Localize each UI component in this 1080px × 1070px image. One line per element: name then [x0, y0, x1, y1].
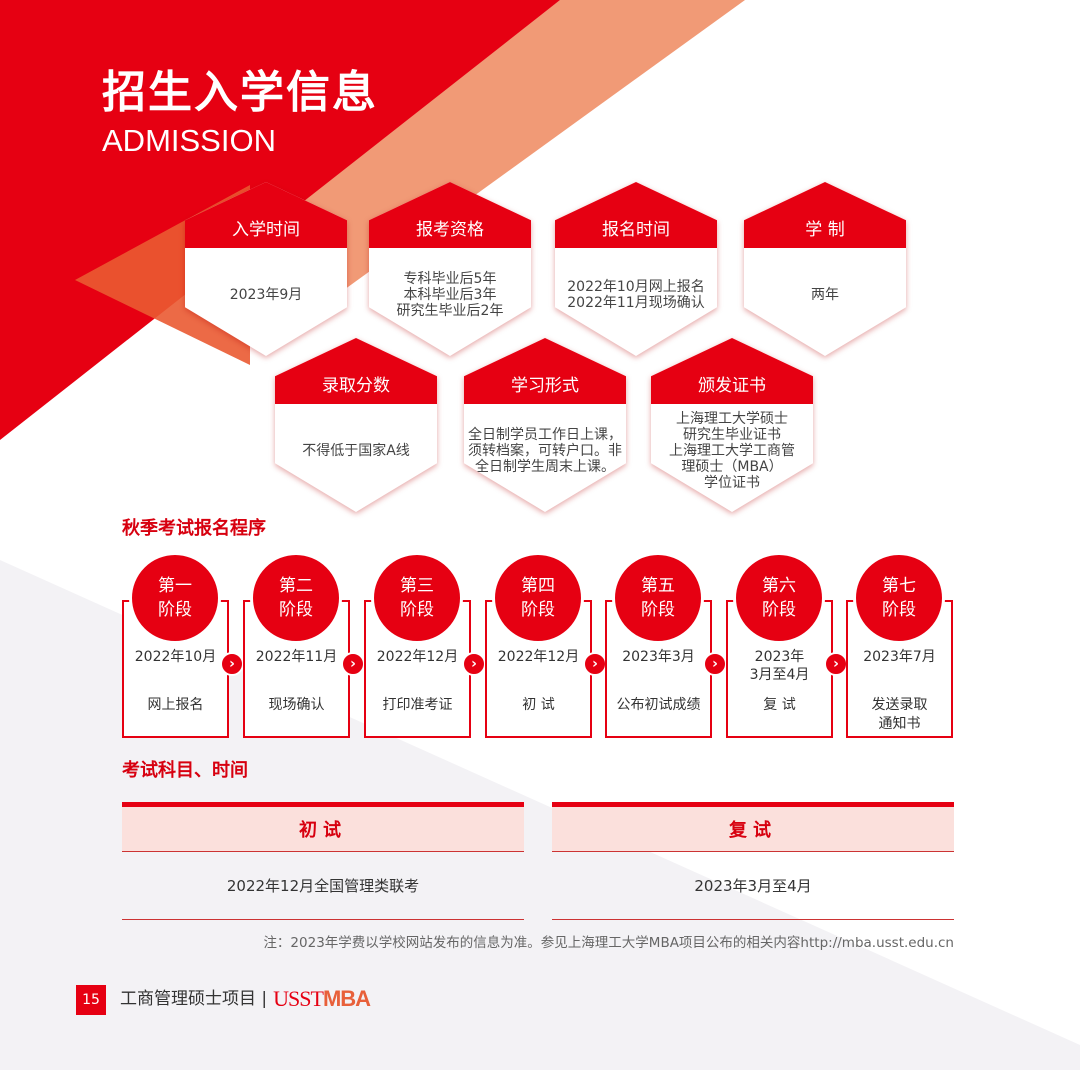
- page-subtitle: ADMISSION: [102, 123, 276, 158]
- chevron-right-icon: ›: [341, 652, 365, 676]
- info-card-body: 2023年9月: [229, 286, 303, 303]
- step-desc: 打印准考证: [382, 697, 453, 713]
- step-date: 2022年10月: [134, 649, 217, 665]
- step-stage-badge: 第七 阶段: [853, 552, 945, 644]
- step-date: 2023年3月: [622, 649, 695, 665]
- page-number: 15: [76, 985, 106, 1015]
- step-stage-badge: 第六 阶段: [733, 552, 825, 644]
- info-card-title: 报考资格: [369, 182, 531, 249]
- info-card-body: 不得低于国家A线: [302, 442, 410, 459]
- step-desc: 公布初试成绩: [616, 697, 701, 713]
- info-card-body: 专科毕业后5年 本科毕业后3年 研究生毕业后2年: [396, 270, 504, 319]
- step-stage-badge: 第四 阶段: [492, 552, 584, 644]
- info-card: 录取分数不得低于国家A线: [275, 338, 437, 512]
- step-date: 2023年 3月至4月: [749, 649, 810, 683]
- program-name: 工商管理硕士项目 |: [120, 989, 268, 1009]
- step-desc: 网上报名: [147, 697, 204, 713]
- step-date: 2022年12月: [497, 649, 580, 665]
- step-date: 2023年7月: [863, 649, 936, 665]
- chevron-right-icon: ›: [583, 652, 607, 676]
- step-stage-badge: 第二 阶段: [250, 552, 342, 644]
- chevron-right-icon: ›: [824, 652, 848, 676]
- info-card-title: 入学时间: [185, 182, 347, 249]
- exam-value: 2022年12月全国管理类联考: [122, 852, 524, 920]
- page-title: 招生入学信息: [102, 67, 378, 118]
- step-desc: 发送录取 通知书: [871, 697, 928, 732]
- info-card-title: 报名时间: [555, 182, 717, 249]
- info-card: 报名时间 2022年10月网上报名 2022年11月现场确认: [555, 182, 717, 356]
- step-desc: 初 试: [522, 697, 555, 713]
- chevron-right-icon: ›: [462, 652, 486, 676]
- exam-header: 复试: [552, 802, 954, 852]
- step-date: 2022年12月: [376, 649, 459, 665]
- step-stage-badge: 第一 阶段: [129, 552, 221, 644]
- exam-column-initial: 初试 2022年12月全国管理类联考: [122, 802, 524, 920]
- exams-title: 考试科目、时间: [122, 760, 248, 781]
- info-card-title: 学习形式: [464, 338, 626, 405]
- info-card-title: 颁发证书: [651, 338, 813, 405]
- step-stage-badge: 第五 阶段: [612, 552, 704, 644]
- info-card-title: 录取分数: [275, 338, 437, 405]
- info-card: 学习形式全日制学员工作日上课，须转档案，可转户口。非全日制学生周末上课。: [464, 338, 626, 512]
- info-card: 颁发证书 上海理工大学硕士 研究生毕业证书 上海理工大学工商管 理硕士（MBA） …: [651, 338, 813, 512]
- exam-column-retest: 复试 2023年3月至4月: [552, 802, 954, 920]
- footer: 工商管理硕士项目 | USSTMBA: [120, 986, 371, 1012]
- info-card-body: 上海理工大学硕士 研究生毕业证书 上海理工大学工商管 理硕士（MBA） 学位证书: [669, 410, 795, 491]
- step-desc: 复 试: [763, 697, 796, 713]
- step-date: 2022年11月: [255, 649, 338, 665]
- procedure-title: 秋季考试报名程序: [122, 518, 266, 539]
- usst-mba-logo: USSTMBA: [273, 986, 371, 1011]
- info-card-body: 2022年10月网上报名 2022年11月现场确认: [567, 278, 705, 311]
- info-card-body: 两年: [811, 286, 839, 303]
- chevron-right-icon: ›: [220, 652, 244, 676]
- info-card: 学 制两年: [744, 182, 906, 356]
- info-card-title: 学 制: [744, 182, 906, 249]
- info-card: 报考资格专科毕业后5年 本科毕业后3年 研究生毕业后2年: [369, 182, 531, 356]
- footnote: 注：2023年学费以学校网站发布的信息为准。参见上海理工大学MBA项目公布的相关…: [263, 935, 954, 951]
- info-card-body: 全日制学员工作日上课，须转档案，可转户口。非全日制学生周末上课。: [468, 426, 622, 475]
- exam-value: 2023年3月至4月: [552, 852, 954, 920]
- step-desc: 现场确认: [268, 697, 325, 713]
- exam-header: 初试: [122, 802, 524, 852]
- chevron-right-icon: ›: [703, 652, 727, 676]
- info-card: 入学时间 2023年9月: [185, 182, 347, 356]
- step-stage-badge: 第三 阶段: [371, 552, 463, 644]
